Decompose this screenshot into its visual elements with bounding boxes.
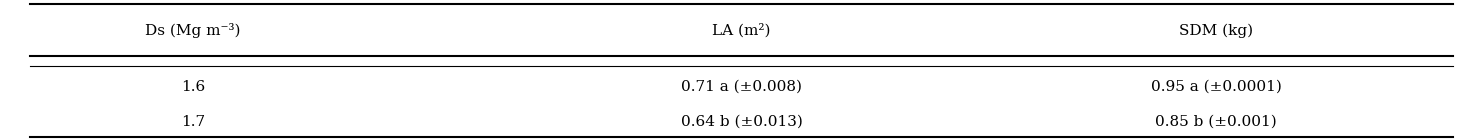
- Text: LA (m²): LA (m²): [712, 24, 771, 38]
- Text: Ds (Mg m⁻³): Ds (Mg m⁻³): [145, 23, 240, 38]
- Text: 0.71 a (±0.008): 0.71 a (±0.008): [681, 80, 802, 94]
- Text: 1.7: 1.7: [181, 115, 205, 129]
- Text: 0.64 b (±0.013): 0.64 b (±0.013): [681, 115, 802, 129]
- Text: 0.95 a (±0.0001): 0.95 a (±0.0001): [1151, 80, 1281, 94]
- Text: 0.85 b (±0.001): 0.85 b (±0.001): [1155, 115, 1277, 129]
- Text: 1.6: 1.6: [181, 80, 205, 94]
- Text: SDM (kg): SDM (kg): [1179, 24, 1253, 38]
